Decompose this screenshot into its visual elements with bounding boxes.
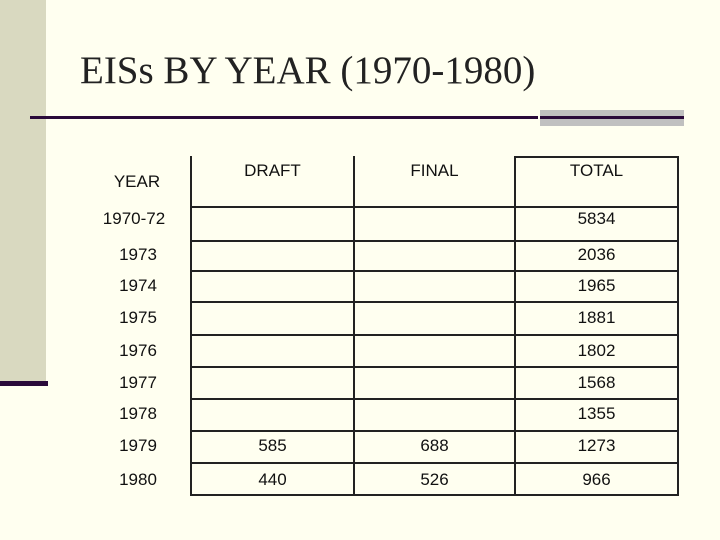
- cell-final: 688: [420, 436, 449, 455]
- cell-year: 1975: [119, 308, 157, 327]
- table-border: [190, 398, 679, 400]
- header-total: TOTAL: [569, 161, 624, 180]
- table-border: [190, 494, 679, 496]
- cell-year: 1979: [119, 436, 157, 455]
- table-border: [190, 334, 679, 336]
- table-border: [190, 301, 679, 303]
- table-border: [514, 156, 679, 158]
- table-border: [190, 240, 679, 242]
- cell-year: 1980: [119, 470, 157, 489]
- title-rule-right: [540, 116, 684, 119]
- table-border: [190, 366, 679, 368]
- cell-draft: 585: [258, 436, 287, 455]
- header-final: FINAL: [410, 161, 459, 180]
- cell-total: 1568: [577, 373, 616, 392]
- left-decorative-bar: [0, 0, 46, 383]
- table-border: [190, 430, 679, 432]
- cell-total: 1273: [577, 436, 616, 455]
- table-border: [190, 206, 679, 208]
- cell-draft: 440: [258, 470, 287, 489]
- cell-year: 1977: [119, 373, 157, 392]
- cell-final: 526: [420, 470, 449, 489]
- left-bar-accent: [0, 381, 48, 386]
- cell-total: 2036: [577, 245, 616, 264]
- cell-year: 1973: [119, 245, 157, 264]
- cell-year: 1978: [119, 404, 157, 423]
- table-border: [190, 270, 679, 272]
- table-border: [190, 462, 679, 464]
- header-year: YEAR: [113, 172, 161, 191]
- cell-year: 1970-72: [102, 209, 166, 228]
- table-border: [677, 156, 679, 496]
- cell-year: 1976: [119, 341, 157, 360]
- cell-total: 1802: [577, 341, 616, 360]
- title-rule: [30, 116, 538, 119]
- cell-total: 966: [582, 470, 611, 489]
- cell-total: 1881: [577, 308, 616, 327]
- cell-total: 5834: [577, 209, 616, 228]
- header-draft: DRAFT: [244, 161, 301, 180]
- cell-total: 1355: [577, 404, 616, 423]
- slide-title: EISs BY YEAR (1970-1980): [80, 49, 536, 92]
- cell-year: 1974: [119, 276, 157, 295]
- cell-total: 1965: [577, 276, 616, 295]
